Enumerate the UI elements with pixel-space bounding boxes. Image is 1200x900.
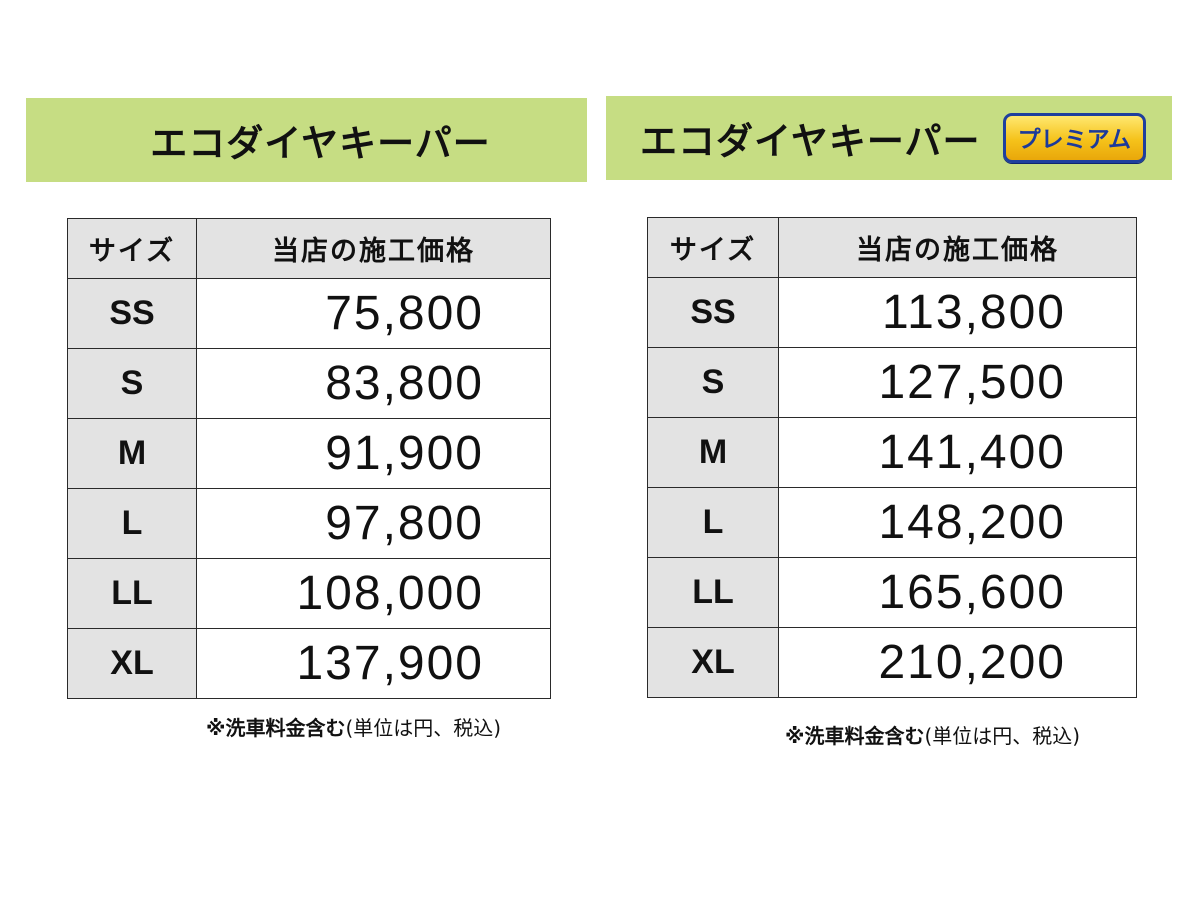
table-row: XL 137,900 (67, 628, 551, 699)
left-title-banner: エコダイヤキーパー (26, 98, 587, 182)
price-cell: 97,800 (196, 488, 551, 559)
premium-badge: プレミアム (1002, 113, 1146, 163)
table-row: L 97,800 (67, 488, 551, 559)
left-footnote-main: ※洗車料金含む (206, 716, 346, 740)
right-footnote: ※洗車料金含む(単位は円、税込) (785, 720, 1080, 749)
size-cell: XL (647, 627, 779, 698)
table-row: S 83,800 (67, 348, 551, 419)
table-row: SS 75,800 (67, 278, 551, 349)
size-cell: SS (67, 278, 197, 349)
size-cell: SS (647, 277, 779, 348)
size-cell: L (67, 488, 197, 559)
right-header-size: サイズ (647, 217, 779, 278)
size-cell: LL (67, 558, 197, 629)
right-price-table: サイズ 当店の施工価格 SS 113,800 S 127,500 M 141,4… (647, 217, 1137, 698)
right-table-header-row: サイズ 当店の施工価格 (647, 217, 1137, 278)
size-cell: L (647, 487, 779, 558)
size-cell: M (67, 418, 197, 489)
size-cell: M (647, 417, 779, 488)
price-cell: 91,900 (196, 418, 551, 489)
table-row: S 127,500 (647, 347, 1137, 418)
right-footnote-detail: (単位は円、税込) (924, 724, 1081, 748)
size-cell: S (67, 348, 197, 419)
right-footnote-main: ※洗車料金含む (785, 724, 925, 748)
left-header-size: サイズ (67, 218, 197, 279)
price-cell: 148,200 (778, 487, 1137, 558)
price-cell: 165,600 (778, 557, 1137, 628)
price-cell: 127,500 (778, 347, 1137, 418)
left-footnote: ※洗車料金含む(単位は円、税込) (206, 712, 501, 741)
left-title: エコダイヤキーパー (150, 122, 491, 165)
size-cell: LL (647, 557, 779, 628)
table-row: SS 113,800 (647, 277, 1137, 348)
price-cell: 141,400 (778, 417, 1137, 488)
table-row: LL 108,000 (67, 558, 551, 629)
price-cell: 83,800 (196, 348, 551, 419)
price-cell: 210,200 (778, 627, 1137, 698)
price-cell: 75,800 (196, 278, 551, 349)
table-row: L 148,200 (647, 487, 1137, 558)
size-cell: S (647, 347, 779, 418)
price-cell: 113,800 (778, 277, 1137, 348)
table-row: LL 165,600 (647, 557, 1137, 628)
right-title-banner: エコダイヤキーパー プレミアム (606, 96, 1172, 180)
price-cell: 137,900 (196, 628, 551, 699)
left-table-header-row: サイズ 当店の施工価格 (67, 218, 551, 279)
price-cell: 108,000 (196, 558, 551, 629)
table-row: M 141,400 (647, 417, 1137, 488)
size-cell: XL (67, 628, 197, 699)
left-header-price: 当店の施工価格 (196, 218, 551, 279)
left-price-table: サイズ 当店の施工価格 SS 75,800 S 83,800 M 91,900 … (67, 218, 551, 699)
table-row: XL 210,200 (647, 627, 1137, 698)
left-footnote-detail: (単位は円、税込) (345, 716, 502, 740)
right-title: エコダイヤキーパー (640, 120, 981, 163)
right-header-price: 当店の施工価格 (778, 217, 1137, 278)
table-row: M 91,900 (67, 418, 551, 489)
